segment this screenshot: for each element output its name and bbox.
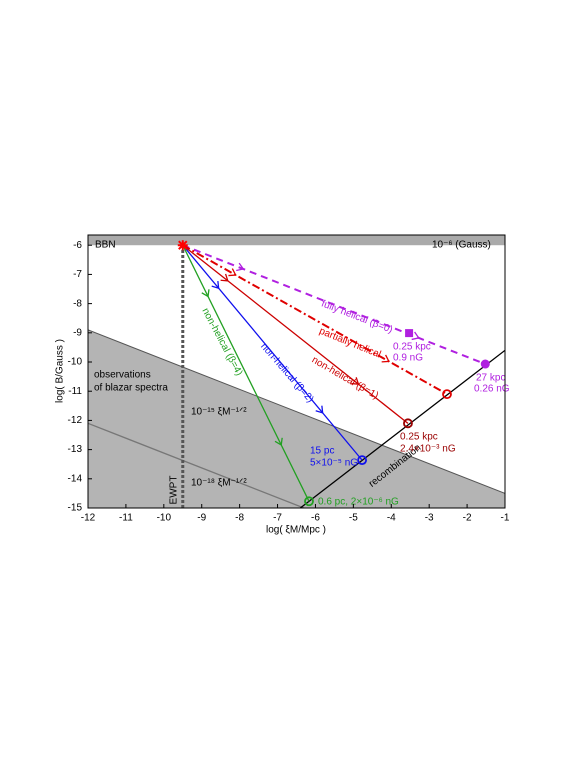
annotation: 0.6 pc, 2×10⁻⁶ nG bbox=[318, 497, 399, 508]
bbn-band bbox=[88, 235, 505, 246]
y-tick-label: -9 bbox=[73, 327, 82, 338]
arrow-head bbox=[220, 273, 229, 282]
annotation: 5×10⁻⁵ nG bbox=[310, 458, 358, 469]
marker bbox=[480, 359, 490, 369]
guide-line bbox=[88, 422, 306, 508]
arrow-head bbox=[228, 268, 237, 277]
x-tick-label: -6 bbox=[311, 513, 320, 524]
y-tick-label: -13 bbox=[68, 444, 83, 455]
observation-region bbox=[88, 329, 505, 508]
annotation: 27 kpc bbox=[476, 373, 505, 384]
annotation: 0.9 nG bbox=[393, 353, 423, 364]
series-label: partially helical bbox=[317, 326, 382, 361]
marker bbox=[357, 455, 367, 466]
x-tick-label: -10 bbox=[157, 513, 172, 524]
y-tick-label: -7 bbox=[73, 269, 82, 280]
annotation: 10⁻¹⁵ ξM⁻¹ᐟ² bbox=[191, 407, 247, 418]
plot-area bbox=[88, 235, 505, 508]
annotation: 0.25 kpc bbox=[400, 432, 438, 443]
x-tick-label: -9 bbox=[197, 513, 206, 524]
annotation: 15 pc bbox=[310, 446, 334, 457]
arrow-head bbox=[274, 437, 283, 447]
x-tick-label: -12 bbox=[81, 513, 96, 524]
annotation: 10⁻⁶ (Gauss) bbox=[432, 240, 491, 251]
annotation: 2.4×10⁻³ nG bbox=[400, 444, 456, 455]
marker bbox=[177, 240, 188, 251]
annotation: EWPT bbox=[169, 476, 180, 505]
y-tick-label: -8 bbox=[73, 298, 82, 309]
x-tick-label: -1 bbox=[501, 513, 510, 524]
arrow-head bbox=[236, 262, 245, 272]
x-tick-label: -8 bbox=[235, 513, 244, 524]
arrow-head bbox=[411, 331, 420, 341]
annotation: 0.26 nG bbox=[474, 384, 510, 395]
x-tick-label: -4 bbox=[387, 513, 396, 524]
y-axis-label: log( B/Gauss ) bbox=[55, 339, 66, 403]
y-tick-label: -15 bbox=[68, 503, 83, 514]
annotation: 0.25 kpc bbox=[393, 342, 431, 353]
annotation: 10⁻¹⁸ ξM⁻¹ᐟ² bbox=[191, 478, 247, 489]
series-line bbox=[182, 244, 363, 461]
arrow-head bbox=[201, 289, 210, 298]
y-tick-label: -10 bbox=[68, 357, 83, 368]
arrow-head bbox=[351, 377, 360, 385]
series-label: non-helical (β=4) bbox=[199, 306, 244, 377]
series-line bbox=[182, 244, 486, 365]
series-line bbox=[182, 244, 310, 502]
x-tick-label: -5 bbox=[349, 513, 358, 524]
arrow-head bbox=[211, 280, 220, 290]
series-line bbox=[182, 244, 448, 395]
y-tick-label: -14 bbox=[68, 473, 83, 484]
x-tick-label: -7 bbox=[273, 513, 282, 524]
arrow-head bbox=[315, 405, 324, 414]
x-tick-label: -3 bbox=[425, 513, 434, 524]
annotation: BBN bbox=[95, 240, 116, 251]
annotation: observations bbox=[94, 370, 151, 381]
series-label: non-helical (β=2) bbox=[258, 341, 315, 405]
x-tick-label: -11 bbox=[119, 513, 133, 524]
y-tick-label: -6 bbox=[73, 240, 82, 251]
marker bbox=[304, 496, 314, 507]
annotation: of blazar spectra bbox=[94, 383, 168, 394]
series-line bbox=[182, 244, 409, 424]
y-tick-label: -11 bbox=[68, 386, 82, 397]
guide-line bbox=[299, 349, 505, 508]
frame bbox=[87, 234, 506, 509]
x-tick-label: -2 bbox=[463, 513, 472, 524]
marker bbox=[403, 418, 413, 429]
marker bbox=[442, 389, 452, 400]
marker bbox=[405, 329, 414, 338]
arrow-head bbox=[381, 354, 390, 363]
x-axis-label: log( ξM/Mpc ) bbox=[266, 525, 326, 536]
series-label: non-helical (β=1) bbox=[310, 355, 380, 402]
y-tick-label: -12 bbox=[68, 415, 83, 426]
